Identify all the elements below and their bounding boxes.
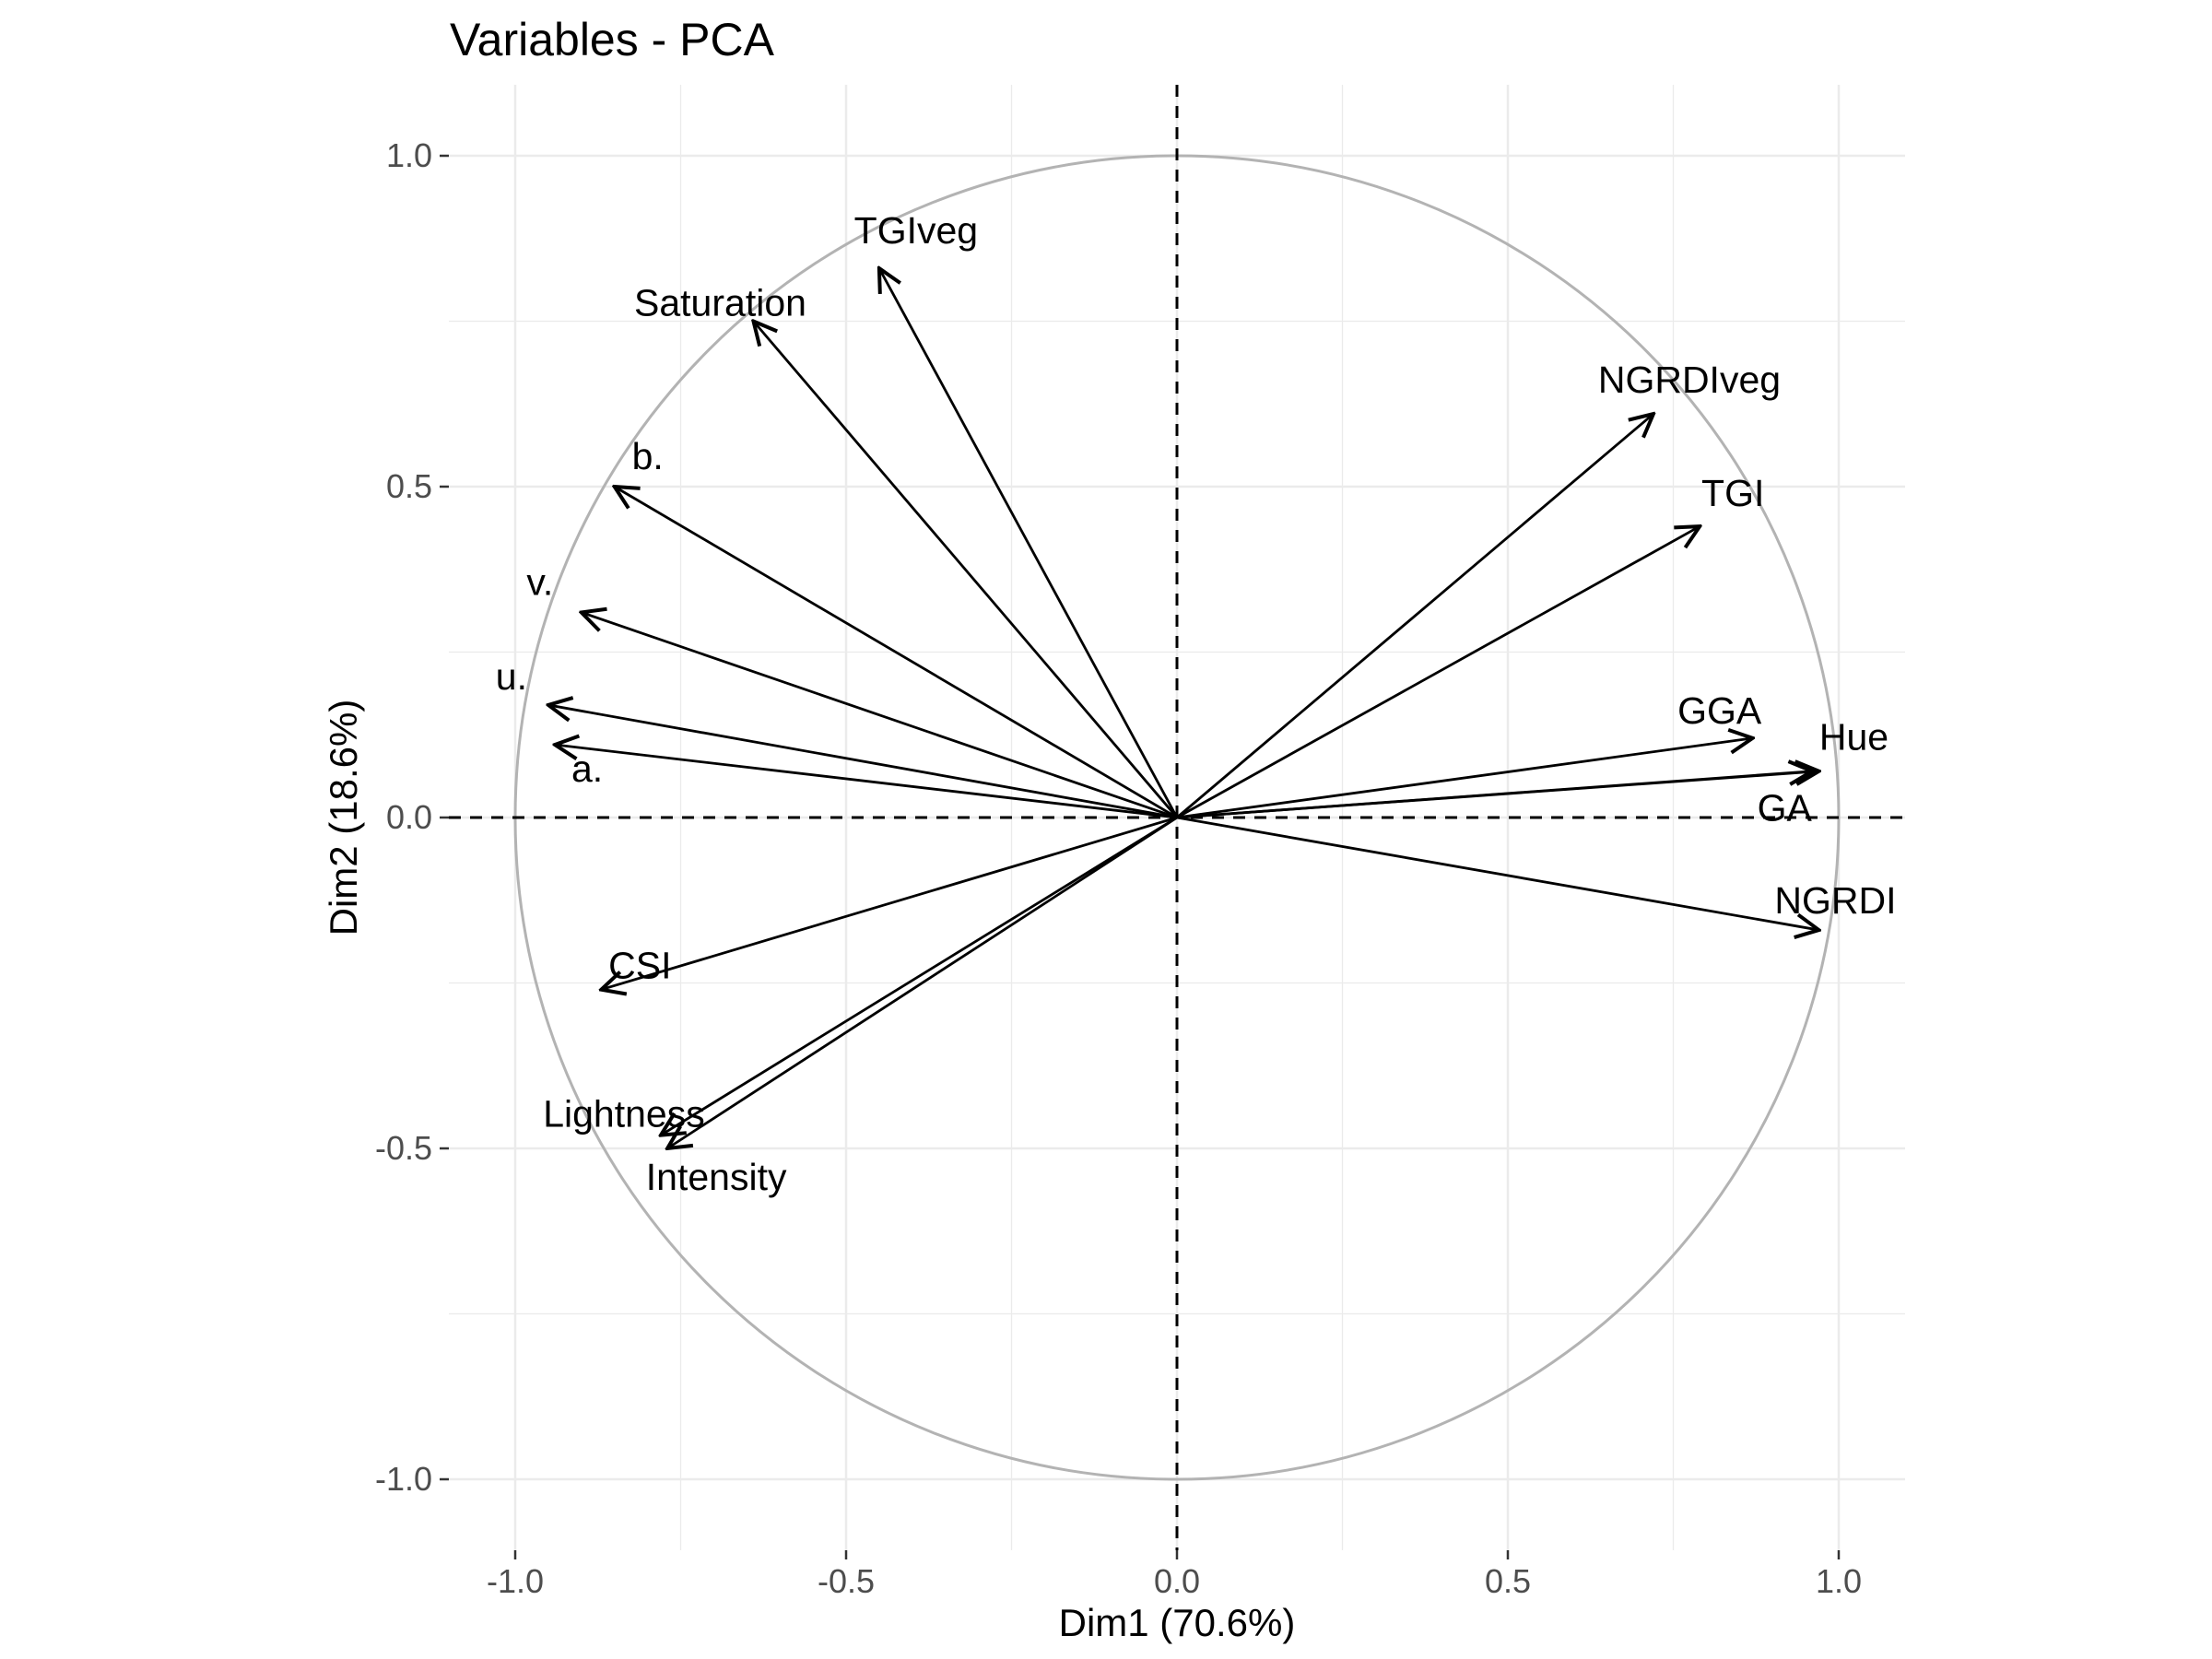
arrow-u [548,705,1178,819]
x-tick-label: 1.0 [1816,1562,1862,1600]
label-ngrdi: NGRDI [1774,879,1896,922]
y-axis-title: Dim2 (18.6%) [322,700,365,936]
x-tick-label: -1.0 [487,1562,544,1600]
label-tgi: TGI [1701,472,1764,514]
y-tick-label: 0.0 [386,798,432,836]
arrow-ngrdi [1176,816,1818,930]
label-a: a. [571,747,603,790]
arrow-ngrdiveg [1176,414,1653,819]
label-csi: CSI [608,945,671,987]
arrow-saturation [753,322,1179,818]
variable-labels: TGIveg Saturation b. v. u. a. CSI Lightness Inte… [496,209,1897,1198]
y-tick-label: -0.5 [375,1129,432,1167]
label-intensity: Intensity [646,1156,787,1198]
arrow-tgi [1176,526,1700,819]
y-tick-label: 0.5 [386,467,432,505]
arrow-ga [1176,771,1812,819]
label-hue: Hue [1819,716,1888,759]
label-gga: GGA [1677,689,1762,732]
label-ga: GA [1758,787,1813,830]
arrow-intensity [667,816,1178,1148]
arrow-lightness [661,816,1178,1135]
label-tgiveg: TGIveg [854,209,978,252]
variable-arrows [548,268,1819,1148]
arrow-v [582,612,1178,819]
arrow-a [555,745,1178,819]
axis-ticks: -1.0 -0.5 0.0 0.5 1.0 1.0 0.5 0.0 -0.5 -1.0 [375,136,1862,1600]
label-u: u. [496,655,527,698]
y-tick-label: 1.0 [386,136,432,174]
label-b: b. [632,435,664,477]
label-lightness: Lightness [543,1093,705,1135]
label-saturation: Saturation [634,282,806,324]
label-v: v. [526,560,553,603]
x-axis-title: Dim1 (70.6%) [1059,1601,1296,1644]
arrow-b [615,487,1178,819]
label-ngrdiveg: NGRDIveg [1598,359,1781,401]
y-tick-label: -1.0 [375,1460,432,1498]
arrow-gga [1176,738,1753,819]
x-tick-label: 0.0 [1154,1562,1200,1600]
chart-title: Variables - PCA [450,14,775,65]
arrow-csi [601,816,1178,990]
x-tick-label: -0.5 [818,1562,875,1600]
arrow-tgiveg [879,268,1179,818]
x-tick-label: 0.5 [1485,1562,1531,1600]
